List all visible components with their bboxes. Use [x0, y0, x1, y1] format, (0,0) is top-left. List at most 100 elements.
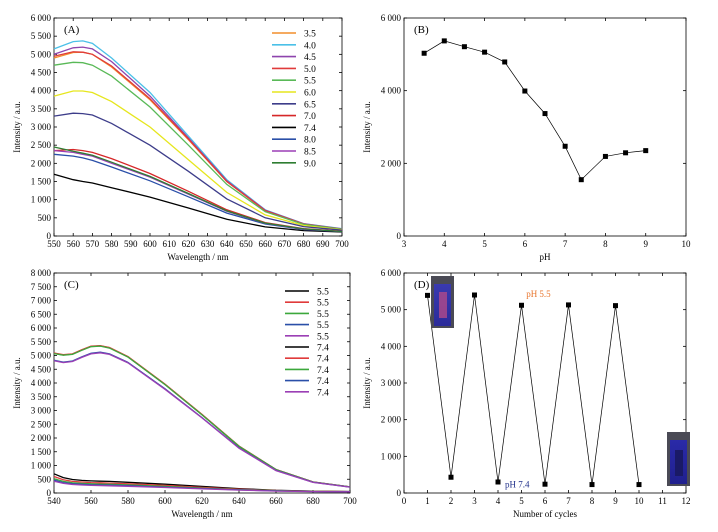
data-point — [589, 482, 595, 488]
series-line — [53, 173, 343, 233]
data-point — [495, 479, 501, 485]
y-tick-label: 4 000 — [381, 86, 402, 96]
data-point — [448, 474, 454, 480]
data-point — [482, 49, 488, 55]
x-tick-label: 660 — [258, 239, 272, 249]
series-line — [423, 40, 646, 181]
x-tick-label: 7 — [563, 239, 568, 249]
x-axis-label: Wavelength / nm — [167, 252, 228, 262]
x-tick-label: 0 — [402, 496, 407, 506]
legend-label: 5.0 — [304, 65, 316, 75]
legend-label: 5.5 — [317, 310, 329, 320]
x-tick-label: 600 — [143, 239, 157, 249]
x-tick-label: 660 — [269, 496, 283, 506]
y-tick-label: 1 500 — [31, 447, 52, 457]
x-tick-label: 4 — [496, 496, 501, 506]
x-tick-label: 3 — [472, 496, 477, 506]
y-tick-label: 5 500 — [31, 31, 52, 41]
data-point — [578, 177, 584, 183]
x-tick-label: 12 — [682, 496, 691, 506]
x-tick-label: 8 — [590, 496, 595, 506]
legend-label: 7.4 — [304, 124, 316, 134]
legend-label: 5.5 — [317, 332, 329, 342]
y-tick-label: 2 500 — [31, 419, 52, 429]
legend-label: 5.5 — [317, 288, 329, 298]
series-line — [53, 480, 351, 493]
x-tick-label: 9 — [613, 496, 618, 506]
x-tick-label: 640 — [232, 496, 246, 506]
series-line — [53, 61, 343, 230]
x-tick-label: 640 — [220, 239, 234, 249]
x-axis-label: Wavelength / nm — [171, 509, 232, 519]
y-tick-label: 7 500 — [31, 282, 52, 292]
annotation-label: pH 7.4 — [505, 480, 530, 490]
legend-label: 4.5 — [304, 53, 316, 63]
y-tick-label: 500 — [38, 213, 52, 223]
y-tick-label: 6 000 — [381, 268, 402, 278]
x-tick-label: 8 — [603, 239, 608, 249]
legend-label: 6.0 — [304, 89, 316, 99]
data-point — [542, 111, 548, 117]
y-tick-label: 3 000 — [381, 378, 402, 388]
y-tick-label: 6 000 — [31, 13, 52, 23]
y-tick-label: 7 000 — [31, 296, 52, 306]
y-tick-label: 1 000 — [381, 451, 402, 461]
data-point — [502, 59, 508, 65]
y-tick-label: 3 000 — [31, 122, 52, 132]
x-tick-label: 10 — [682, 239, 692, 249]
legend-label: 7.4 — [317, 366, 329, 376]
vial-photo-ph-7.4-band — [675, 450, 683, 476]
legend-label: 8.0 — [304, 136, 316, 146]
y-tick-label: 4 500 — [31, 68, 52, 78]
y-axis-label: Intensity / a.u. — [362, 101, 372, 153]
y-tick-label: 4 000 — [381, 341, 402, 351]
x-tick-label: 2 — [449, 496, 454, 506]
x-tick-label: 630 — [201, 239, 215, 249]
x-tick-label: 550 — [47, 239, 61, 249]
series-line — [53, 90, 343, 231]
series-line — [53, 112, 343, 231]
x-tick-label: 690 — [316, 239, 330, 249]
legend-label: 7.4 — [317, 344, 329, 354]
x-tick-label: 620 — [182, 239, 196, 249]
y-tick-label: 8 000 — [31, 268, 52, 278]
y-tick-label: 5 000 — [381, 305, 402, 315]
y-tick-label: 6 500 — [31, 309, 52, 319]
panel-2: 3 4 5 6 7 8 9 10 0 2 000 4 000 6 000 pH Intensity / a… — [362, 13, 691, 262]
x-tick-label: 620 — [195, 496, 209, 506]
panel-label: (B) — [414, 24, 429, 36]
legend-label: 8.5 — [304, 148, 316, 158]
plot-frame — [403, 17, 687, 237]
vial-photo-ph-5.5 — [431, 276, 454, 328]
data-point — [602, 153, 608, 159]
y-tick-label: 6 000 — [381, 13, 402, 23]
y-axis-label: Intensity / a.u. — [12, 357, 22, 409]
data-point — [425, 292, 430, 298]
x-tick-label: 680 — [297, 239, 311, 249]
series-line — [53, 351, 351, 488]
data-point — [623, 150, 629, 156]
y-axis-label: Intensity / a.u. — [12, 101, 22, 153]
legend-label: 5.5 — [317, 321, 329, 331]
legend-label: 6.5 — [304, 100, 316, 110]
y-tick-label: 2 000 — [381, 415, 402, 425]
series-line — [53, 46, 343, 230]
x-tick-label: 680 — [306, 496, 320, 506]
annotation-label: pH 5.5 — [526, 289, 551, 299]
plot-frame — [53, 272, 351, 494]
y-tick-label: 500 — [38, 474, 52, 484]
y-tick-label: 3 500 — [31, 392, 52, 402]
data-point — [421, 50, 427, 56]
y-tick-label: 2 000 — [31, 158, 52, 168]
y-tick-label: 1 000 — [31, 461, 52, 471]
series-line — [53, 153, 343, 233]
plot-frame — [53, 17, 343, 237]
x-tick-label: 700 — [335, 239, 349, 249]
x-tick-label: 540 — [47, 496, 61, 506]
y-tick-label: 4 000 — [31, 378, 52, 388]
y-tick-label: 0 — [47, 231, 52, 241]
x-tick-label: 590 — [124, 239, 138, 249]
x-tick-label: 11 — [658, 496, 667, 506]
